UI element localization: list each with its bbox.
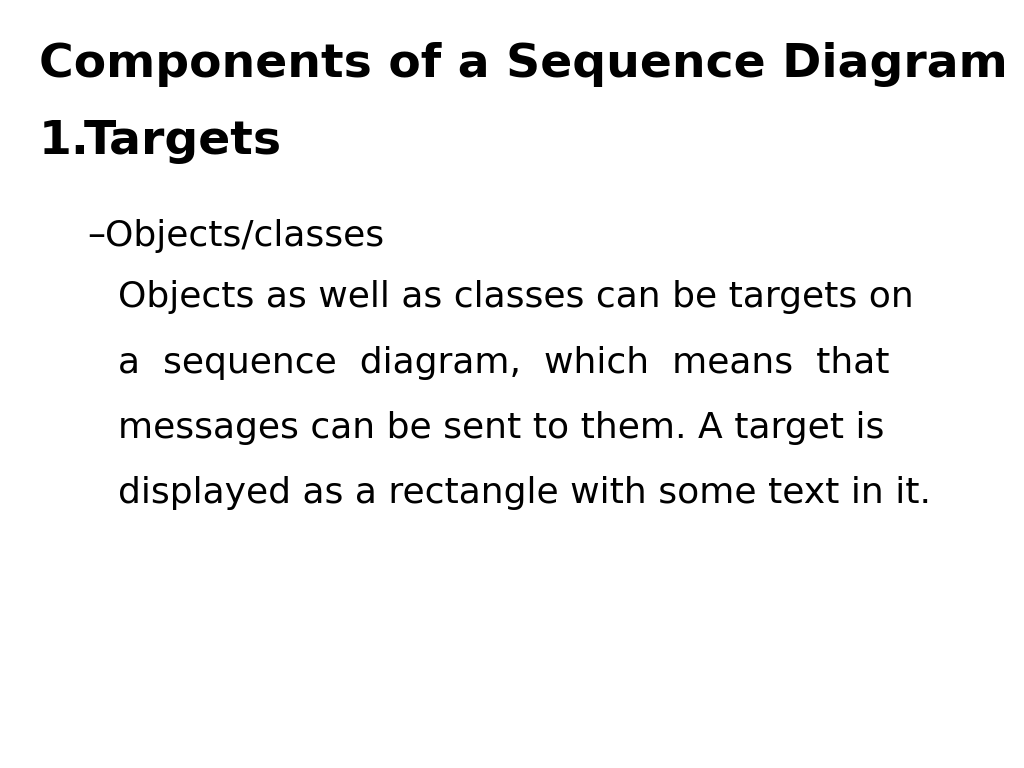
Text: 1.: 1. xyxy=(39,119,90,164)
Text: displayed as a rectangle with some text in it.: displayed as a rectangle with some text … xyxy=(118,476,931,510)
Text: Components of a Sequence Diagram: Components of a Sequence Diagram xyxy=(39,42,1008,88)
Text: Targets: Targets xyxy=(84,119,282,164)
Text: messages can be sent to them. A target is: messages can be sent to them. A target i… xyxy=(118,411,884,445)
Text: a  sequence  diagram,  which  means  that: a sequence diagram, which means that xyxy=(118,346,889,379)
Text: Objects as well as classes can be targets on: Objects as well as classes can be target… xyxy=(118,280,913,314)
Text: –Objects/classes: –Objects/classes xyxy=(87,219,384,253)
